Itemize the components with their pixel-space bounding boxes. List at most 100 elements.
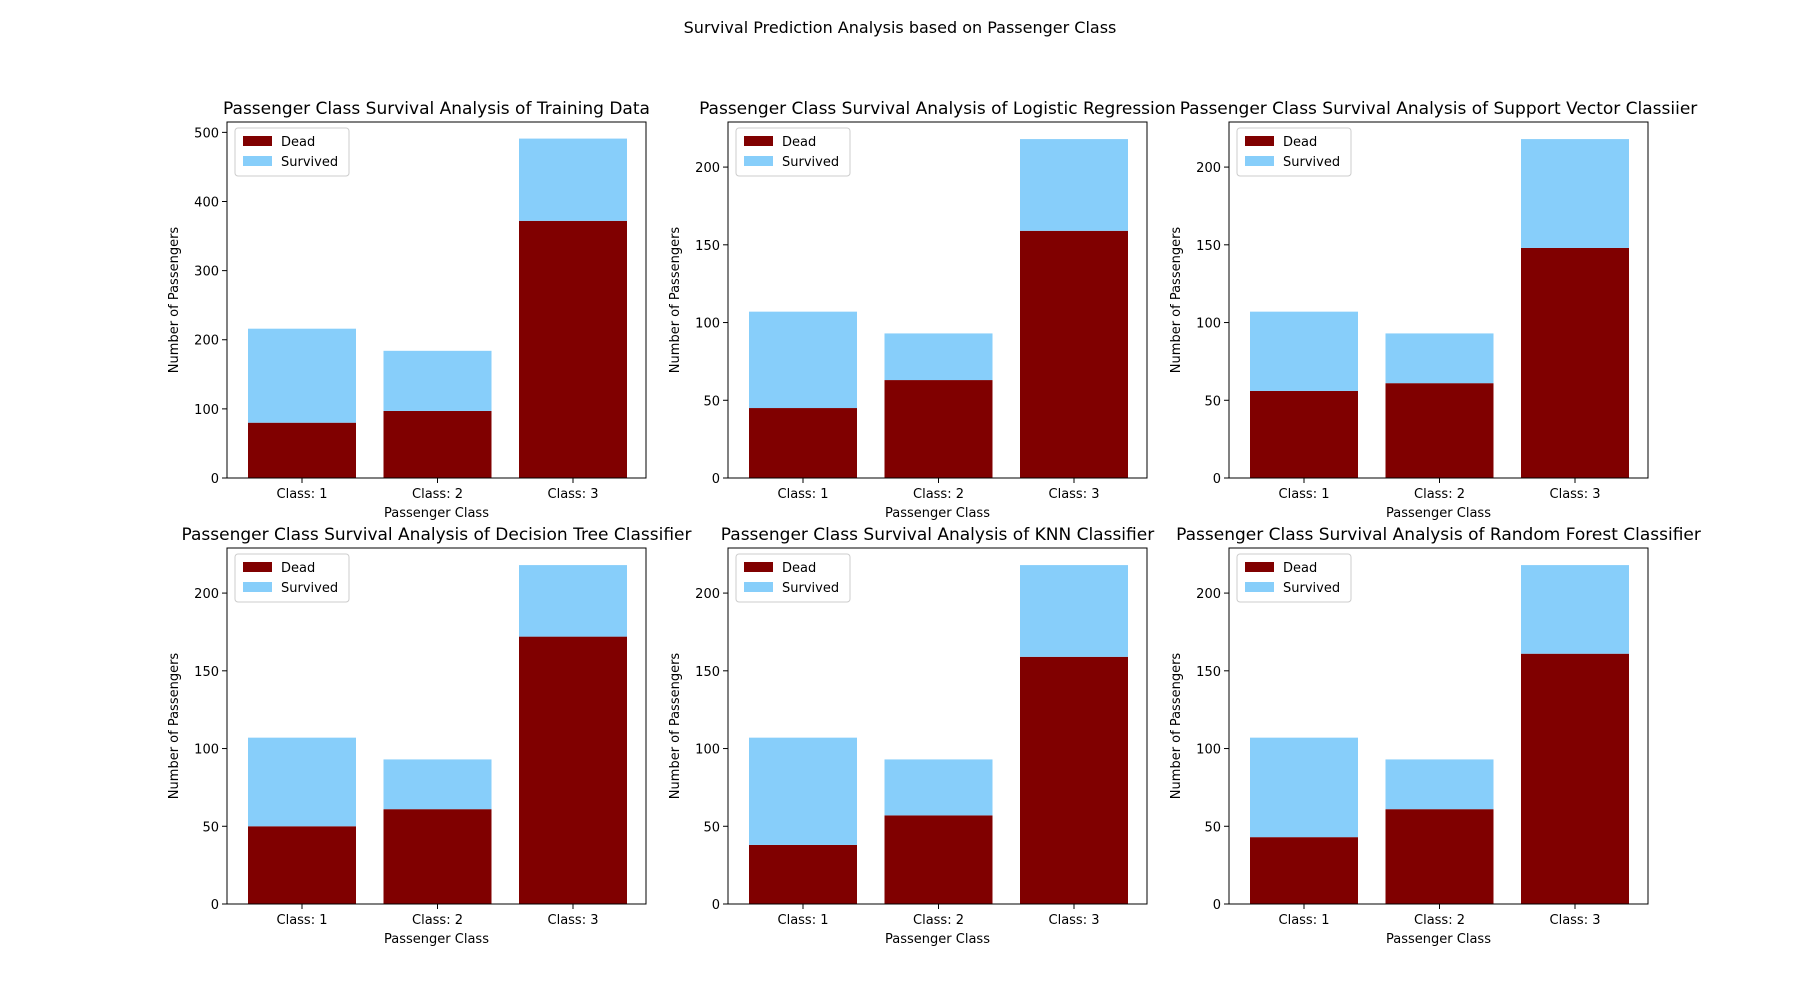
y-tick-label: 200 <box>194 334 219 349</box>
y-tick-label: 200 <box>695 587 720 602</box>
subplot-2: Passenger Class Survival Analysis of Log… <box>668 99 1176 521</box>
bar-dead-2 <box>383 410 492 478</box>
legend: Dead Survived <box>735 553 851 603</box>
subplot-5: Passenger Class Survival Analysis of KNN… <box>668 525 1154 947</box>
bar-dead-2 <box>1385 383 1494 478</box>
y-tick-label: 0 <box>1213 472 1221 487</box>
bar-survived-2 <box>383 759 492 810</box>
legend-swatch-survived <box>243 156 272 166</box>
bar-dead-3 <box>1020 230 1128 478</box>
x-tick-label: Class: 2 <box>412 913 463 928</box>
y-tick-label: 50 <box>703 820 720 835</box>
legend-swatch-dead <box>243 562 272 572</box>
y-tick-label: 300 <box>194 265 219 280</box>
y-tick-label: 150 <box>695 665 720 680</box>
axes-frame <box>226 547 647 905</box>
bar-dead-1 <box>248 422 356 478</box>
legend-label-survived: Survived <box>281 155 338 170</box>
y-axis-label: Number of Passengers <box>668 227 683 374</box>
legend-label-survived: Survived <box>782 155 839 170</box>
x-tick-label: Class: 2 <box>1414 487 1465 502</box>
bar-dead-3 <box>1521 247 1629 478</box>
subplot-title: Passenger Class Survival Analysis of Ran… <box>1176 525 1701 545</box>
subplot-title: Passenger Class Survival Analysis of KNN… <box>721 525 1154 545</box>
bar-survived-2 <box>884 333 993 381</box>
x-axis-label: Passenger Class <box>1386 506 1491 521</box>
y-tick-label: 50 <box>202 820 219 835</box>
bar-dead-1 <box>1250 390 1358 478</box>
legend: Dead Survived <box>1236 127 1352 177</box>
bar-survived-1 <box>248 328 356 423</box>
x-tick-label: Class: 3 <box>1550 913 1601 928</box>
bar-dead-3 <box>519 636 627 904</box>
legend-label-dead: Dead <box>281 561 315 576</box>
x-tick-label: Class: 1 <box>778 913 829 928</box>
legend-swatch-dead <box>1245 562 1274 572</box>
y-tick-label: 100 <box>1196 317 1221 332</box>
legend-swatch-survived <box>744 156 773 166</box>
bar-dead-2 <box>884 380 993 478</box>
legend-swatch-dead <box>744 562 773 572</box>
bar-survived-2 <box>1385 333 1494 384</box>
y-tick-label: 200 <box>1196 587 1221 602</box>
bar-survived-3 <box>1521 565 1629 654</box>
axes-frame <box>1228 547 1649 905</box>
subplot-1: Passenger Class Survival Analysis of Tra… <box>167 99 650 521</box>
bar-survived-3 <box>1521 139 1629 248</box>
y-tick-label: 200 <box>194 587 219 602</box>
bar-dead-2 <box>884 815 993 904</box>
x-tick-label: Class: 3 <box>1049 913 1100 928</box>
x-tick-label: Class: 3 <box>548 487 599 502</box>
bar-survived-2 <box>884 759 993 816</box>
y-tick-label: 150 <box>1196 665 1221 680</box>
x-tick-label: Class: 2 <box>1414 913 1465 928</box>
legend-swatch-survived <box>744 582 773 592</box>
legend: Dead Survived <box>234 127 350 177</box>
figure-title: Survival Prediction Analysis based on Pa… <box>684 18 1117 37</box>
legend-swatch-survived <box>1245 156 1274 166</box>
axes-frame <box>1228 121 1649 479</box>
x-axis-label: Passenger Class <box>1386 932 1491 947</box>
bar-survived-2 <box>383 350 492 411</box>
legend-label-survived: Survived <box>281 581 338 596</box>
y-tick-label: 100 <box>194 403 219 418</box>
bar-survived-3 <box>519 565 627 637</box>
legend-label-survived: Survived <box>1283 581 1340 596</box>
x-tick-label: Class: 3 <box>548 913 599 928</box>
subplot-3: Passenger Class Survival Analysis of Sup… <box>1169 99 1697 521</box>
x-axis-label: Passenger Class <box>885 932 990 947</box>
legend-label-dead: Dead <box>1283 561 1317 576</box>
y-tick-label: 100 <box>695 743 720 758</box>
legend-swatch-dead <box>243 136 272 146</box>
x-axis-label: Passenger Class <box>384 932 489 947</box>
x-tick-label: Class: 2 <box>913 913 964 928</box>
bar-dead-3 <box>1020 656 1128 904</box>
x-tick-label: Class: 1 <box>1279 487 1330 502</box>
x-tick-label: Class: 3 <box>1049 487 1100 502</box>
legend-swatch-survived <box>243 582 272 592</box>
legend-label-dead: Dead <box>281 135 315 150</box>
legend: Dead Survived <box>234 553 350 603</box>
bar-dead-2 <box>1385 809 1494 904</box>
bar-dead-1 <box>1250 837 1358 904</box>
bar-survived-3 <box>519 138 627 221</box>
x-tick-label: Class: 2 <box>913 487 964 502</box>
subplot-title: Passenger Class Survival Analysis of Tra… <box>223 99 650 119</box>
y-tick-label: 0 <box>1213 898 1221 913</box>
x-tick-label: Class: 3 <box>1550 487 1601 502</box>
y-tick-label: 50 <box>1204 394 1221 409</box>
legend-label-survived: Survived <box>782 581 839 596</box>
y-tick-label: 150 <box>1196 239 1221 254</box>
bar-survived-3 <box>1020 565 1128 657</box>
y-tick-label: 100 <box>1196 743 1221 758</box>
y-tick-label: 200 <box>1196 161 1221 176</box>
axes-frame <box>727 121 1148 479</box>
y-tick-label: 0 <box>712 472 720 487</box>
y-tick-label: 200 <box>695 161 720 176</box>
y-axis-label: Number of Passengers <box>668 653 683 800</box>
legend-label-dead: Dead <box>782 561 816 576</box>
y-tick-label: 150 <box>194 665 219 680</box>
bar-dead-1 <box>749 844 857 904</box>
y-tick-label: 0 <box>211 472 219 487</box>
y-tick-label: 0 <box>211 898 219 913</box>
